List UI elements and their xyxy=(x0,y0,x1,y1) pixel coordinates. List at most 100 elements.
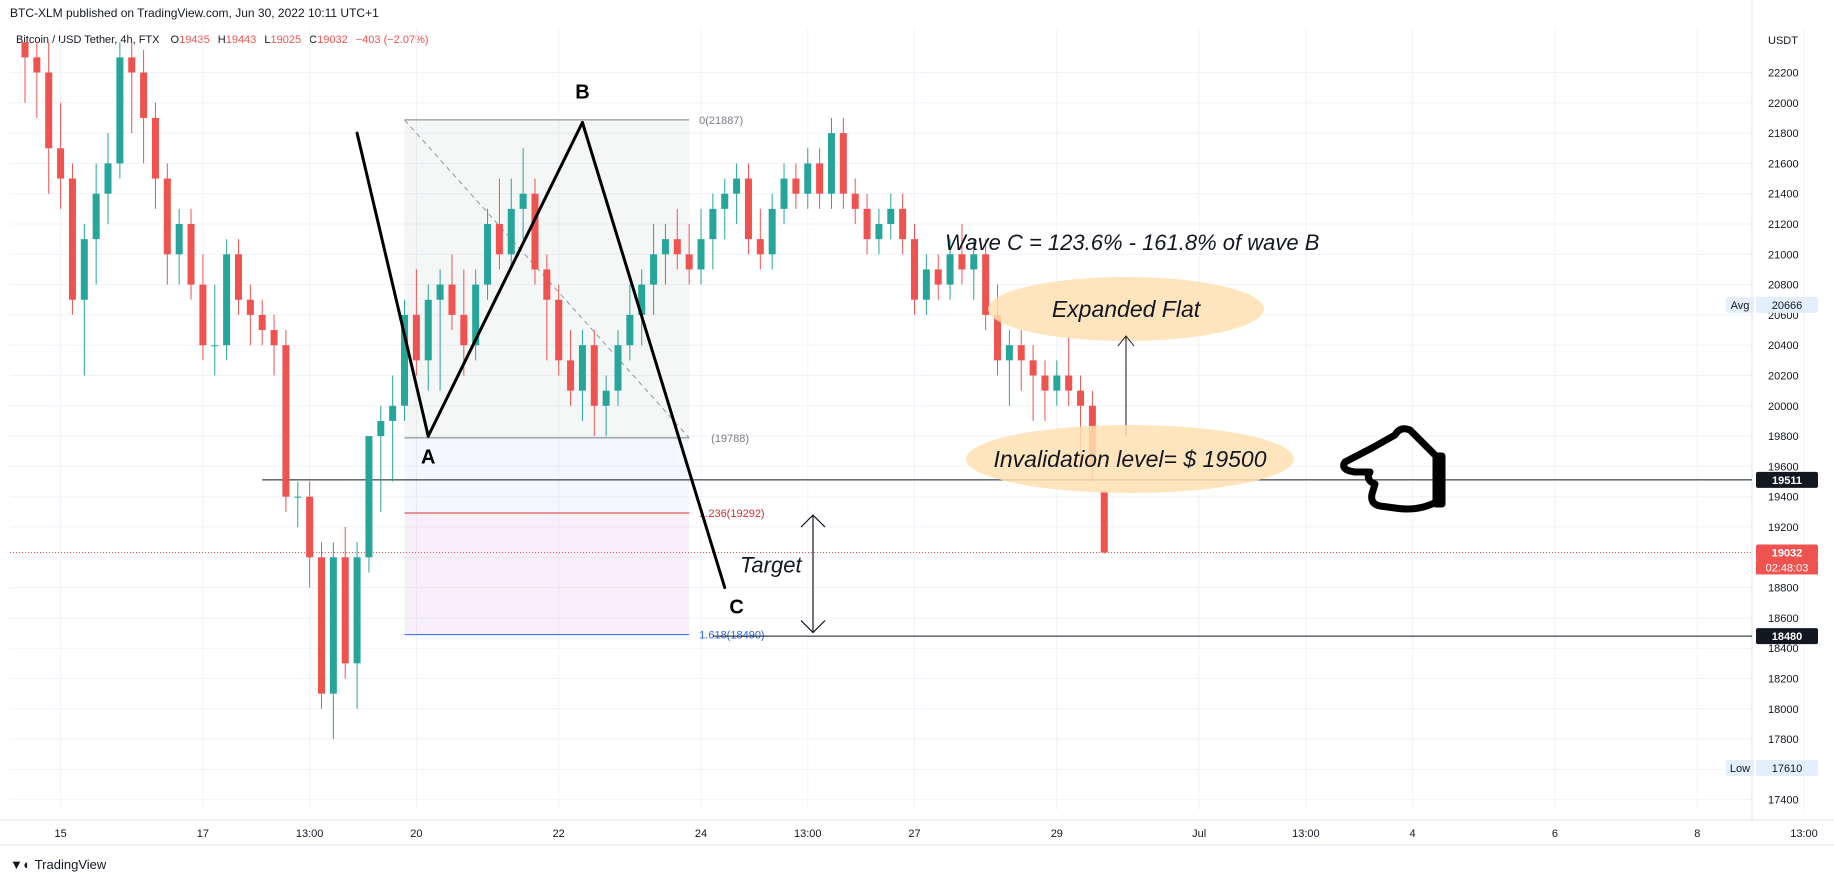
pointing-hand-icon xyxy=(1340,425,1446,513)
candle-body xyxy=(57,148,65,179)
candle-body xyxy=(294,496,302,498)
high-value: 19443 xyxy=(225,34,257,46)
level-price-tag: 19511 xyxy=(1772,475,1802,487)
low-value-bg xyxy=(1756,759,1818,776)
candle-body xyxy=(756,239,764,255)
candle-body xyxy=(934,269,942,285)
price-tick-label: 20800 xyxy=(1768,280,1799,292)
price-tick-label: 21000 xyxy=(1768,249,1799,261)
candle-body xyxy=(804,163,812,194)
time-tick-label: 13:00 xyxy=(794,828,822,840)
candle-body xyxy=(495,224,503,255)
candle-body xyxy=(970,254,978,270)
candle-body xyxy=(614,345,622,391)
candle-body xyxy=(365,436,373,558)
wave-line xyxy=(580,120,727,590)
candle-body xyxy=(567,360,575,391)
fib-trend-line xyxy=(404,119,690,439)
fib-level-label: 1.236(19292) xyxy=(699,508,764,520)
low-tag-bg xyxy=(1726,759,1754,776)
candle-body xyxy=(839,133,847,194)
tradingview-logo-icon: ▼◖ xyxy=(10,857,30,872)
time-tick-label: 27 xyxy=(908,828,920,840)
avg-value-bg xyxy=(1756,296,1818,313)
candle-body xyxy=(875,224,883,240)
candle-body xyxy=(104,163,112,194)
candle-body xyxy=(1041,375,1049,391)
level-price-tag-bg xyxy=(1756,628,1818,645)
candle-body xyxy=(827,133,835,194)
candle-body xyxy=(994,314,1002,361)
candle-body xyxy=(958,254,966,270)
candle-body xyxy=(1053,375,1061,391)
wave-label-c: C xyxy=(729,596,743,618)
candle-body xyxy=(911,239,918,300)
price-tick-label: 20200 xyxy=(1768,371,1799,383)
price-tick-label: 21800 xyxy=(1768,128,1799,140)
candle-body xyxy=(234,254,242,300)
candle-body xyxy=(436,284,444,300)
candle-body xyxy=(128,57,136,73)
candle-body xyxy=(306,496,314,558)
wave-c-ratio-text: Wave C = 123.6% - 161.8% of wave B xyxy=(945,230,1319,255)
candle-body xyxy=(1077,390,1085,406)
candle-body xyxy=(116,57,124,164)
symbol-title[interactable]: Bitcoin / USD Tether, 4h, FTX xyxy=(16,34,160,46)
high-label: H xyxy=(217,34,226,46)
candle-body xyxy=(1100,491,1108,553)
fib-level-label: 1.618(18490) xyxy=(699,630,764,642)
footer-brand[interactable]: ▼◖ TradingView xyxy=(10,857,106,872)
price-tick-label: 21400 xyxy=(1768,189,1799,201)
time-tick-label: 22 xyxy=(553,828,565,840)
candle-body xyxy=(543,269,551,300)
current-price-tag-countdown: 02:48:03 xyxy=(1766,562,1809,574)
candle-body xyxy=(424,299,432,361)
wave-line xyxy=(355,131,430,438)
candle-body xyxy=(377,420,385,437)
candle-body xyxy=(1029,360,1037,376)
candle-body xyxy=(673,239,681,255)
wave-label-a: A xyxy=(421,446,435,468)
candle-body xyxy=(1065,375,1073,391)
candle-body xyxy=(578,345,586,391)
candle-body xyxy=(329,557,337,694)
candle-body xyxy=(661,239,669,255)
candle-body xyxy=(353,557,361,664)
candle-body xyxy=(163,178,171,255)
candle-body xyxy=(21,42,29,58)
price-tick-label: 19200 xyxy=(1768,522,1799,534)
candle-body xyxy=(448,284,456,315)
time-tick-label: 13:00 xyxy=(296,828,324,840)
candle-body xyxy=(246,299,254,315)
candle-body xyxy=(389,405,397,421)
price-tick-label: 19600 xyxy=(1768,461,1799,473)
candle-body xyxy=(922,269,930,300)
time-tick-label: 29 xyxy=(1051,828,1063,840)
candle-body xyxy=(175,224,183,255)
candle-body xyxy=(863,208,871,240)
candle-body xyxy=(685,254,693,270)
candle-body xyxy=(899,208,907,240)
time-tick-label: 8 xyxy=(1694,828,1700,840)
price-tick-label: 21200 xyxy=(1768,219,1799,231)
candle-body xyxy=(768,208,776,255)
candle-body xyxy=(792,178,800,194)
candle-body xyxy=(626,314,634,346)
candle-body xyxy=(816,163,824,194)
fib-zone-1236-1618 xyxy=(404,513,690,635)
current-price-tag: 19032 xyxy=(1772,547,1803,559)
candle-body xyxy=(590,345,598,406)
price-tick-label: 19400 xyxy=(1768,492,1799,504)
candle-body xyxy=(1017,345,1025,361)
avg-tag-label: Avg xyxy=(1731,300,1750,312)
candle-body xyxy=(851,193,859,209)
candle-body xyxy=(887,208,895,224)
candle-body xyxy=(697,239,705,270)
price-tick-label: 18000 xyxy=(1768,704,1799,716)
time-tick-label: Jul xyxy=(1192,828,1206,840)
time-tick-label: 6 xyxy=(1552,828,1558,840)
target-arrow-head-up xyxy=(800,514,826,528)
candle-body xyxy=(223,254,231,346)
price-tick-label: 22000 xyxy=(1768,98,1799,110)
